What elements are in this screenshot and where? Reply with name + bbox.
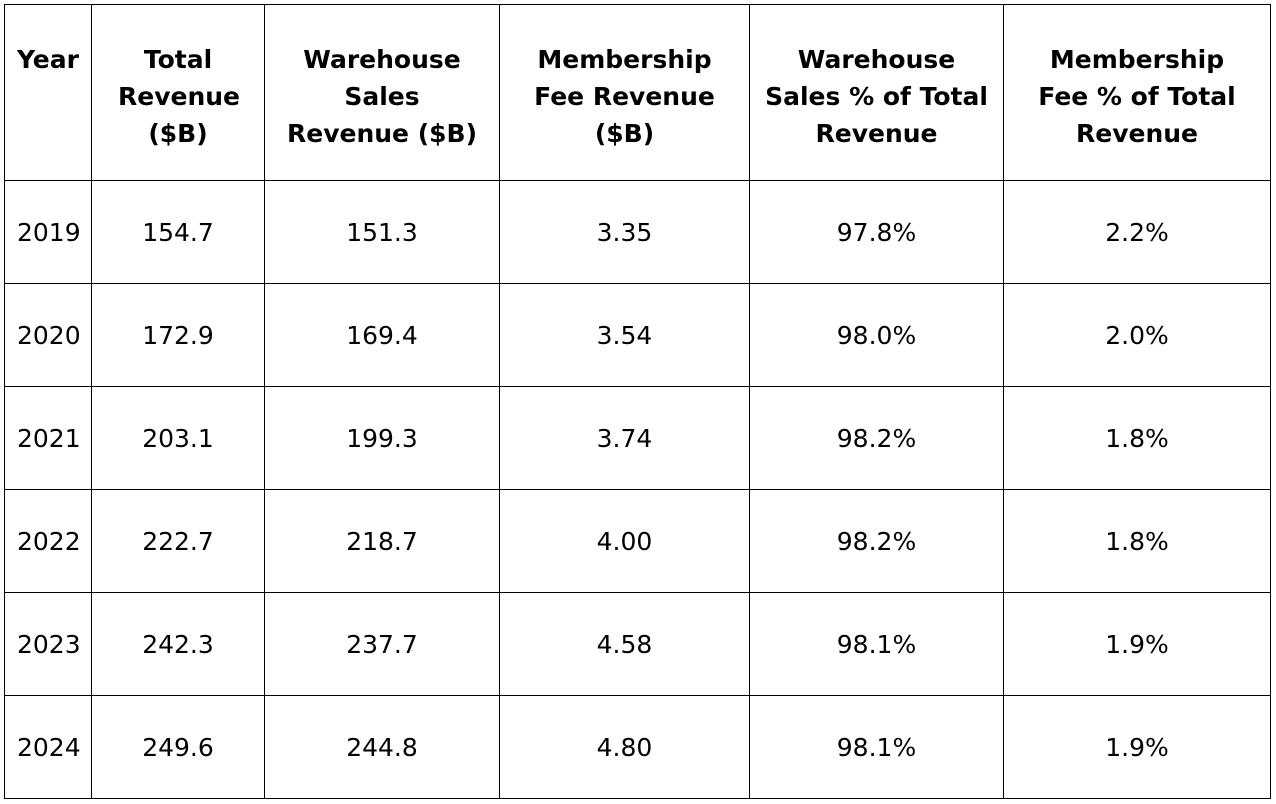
- header-total-revenue-label: Total Revenue ($B): [118, 45, 241, 148]
- cell-warehouse-sales-revenue: 244.8: [264, 695, 500, 799]
- header-year: Year: [4, 4, 92, 181]
- header-membership-fee-pct: Membership Fee % of Total Revenue: [1003, 4, 1271, 181]
- cell-membership-fee-revenue: 3.54: [499, 283, 750, 387]
- header-warehouse-sales-pct: Warehouse Sales % of Total Revenue: [749, 4, 1004, 181]
- header-membership-fee-pct-label: Membership Fee % of Total Revenue: [1038, 45, 1236, 148]
- header-warehouse-sales-pct-label: Warehouse Sales % of Total Revenue: [765, 45, 988, 148]
- cell-membership-fee-revenue: 3.74: [499, 386, 750, 490]
- cell-membership-fee-pct: 1.9%: [1003, 592, 1271, 696]
- table-row: 2023 242.3 237.7 4.58 98.1% 1.9%: [4, 592, 1271, 696]
- revenue-table: Year Total Revenue ($B) Warehouse Sales …: [4, 4, 1271, 799]
- cell-membership-fee-revenue: 3.35: [499, 180, 750, 284]
- cell-warehouse-sales-pct: 98.0%: [749, 283, 1004, 387]
- cell-warehouse-sales-pct: 98.2%: [749, 489, 1004, 593]
- table-row: 2022 222.7 218.7 4.00 98.2% 1.8%: [4, 489, 1271, 593]
- table-row: 2020 172.9 169.4 3.54 98.0% 2.0%: [4, 283, 1271, 387]
- cell-total-revenue: 249.6: [91, 695, 265, 799]
- cell-total-revenue: 172.9: [91, 283, 265, 387]
- cell-year: 2023: [4, 592, 92, 696]
- cell-warehouse-sales-pct: 98.1%: [749, 592, 1004, 696]
- header-row: Year Total Revenue ($B) Warehouse Sales …: [4, 4, 1271, 181]
- cell-warehouse-sales-revenue: 151.3: [264, 180, 500, 284]
- cell-membership-fee-pct: 1.9%: [1003, 695, 1271, 799]
- cell-membership-fee-pct: 2.0%: [1003, 283, 1271, 387]
- cell-year: 2020: [4, 283, 92, 387]
- cell-warehouse-sales-revenue: 237.7: [264, 592, 500, 696]
- cell-warehouse-sales-pct: 98.1%: [749, 695, 1004, 799]
- cell-year: 2021: [4, 386, 92, 490]
- cell-membership-fee-revenue: 4.80: [499, 695, 750, 799]
- header-year-label: Year: [17, 45, 79, 74]
- table-header: Year Total Revenue ($B) Warehouse Sales …: [4, 4, 1271, 181]
- table-row: 2024 249.6 244.8 4.80 98.1% 1.9%: [4, 695, 1271, 799]
- cell-membership-fee-revenue: 4.00: [499, 489, 750, 593]
- cell-year: 2022: [4, 489, 92, 593]
- cell-warehouse-sales-revenue: 169.4: [264, 283, 500, 387]
- cell-year: 2024: [4, 695, 92, 799]
- cell-membership-fee-pct: 1.8%: [1003, 386, 1271, 490]
- cell-total-revenue: 154.7: [91, 180, 265, 284]
- table-body: 2019 154.7 151.3 3.35 97.8% 2.2% 2020 17…: [4, 180, 1271, 799]
- cell-warehouse-sales-revenue: 199.3: [264, 386, 500, 490]
- header-warehouse-sales-revenue-label: Warehouse Sales Revenue ($B): [286, 45, 477, 148]
- cell-warehouse-sales-revenue: 218.7: [264, 489, 500, 593]
- header-total-revenue: Total Revenue ($B): [91, 4, 265, 181]
- cell-warehouse-sales-pct: 97.8%: [749, 180, 1004, 284]
- table-row: 2021 203.1 199.3 3.74 98.2% 1.8%: [4, 386, 1271, 490]
- header-membership-fee-revenue-label: Membership Fee Revenue ($B): [534, 45, 715, 148]
- cell-total-revenue: 203.1: [91, 386, 265, 490]
- table-row: 2019 154.7 151.3 3.35 97.8% 2.2%: [4, 180, 1271, 284]
- header-warehouse-sales-revenue: Warehouse Sales Revenue ($B): [264, 4, 500, 181]
- header-membership-fee-revenue: Membership Fee Revenue ($B): [499, 4, 750, 181]
- cell-membership-fee-pct: 1.8%: [1003, 489, 1271, 593]
- cell-year: 2019: [4, 180, 92, 284]
- cell-warehouse-sales-pct: 98.2%: [749, 386, 1004, 490]
- cell-total-revenue: 222.7: [91, 489, 265, 593]
- cell-membership-fee-revenue: 4.58: [499, 592, 750, 696]
- cell-membership-fee-pct: 2.2%: [1003, 180, 1271, 284]
- cell-total-revenue: 242.3: [91, 592, 265, 696]
